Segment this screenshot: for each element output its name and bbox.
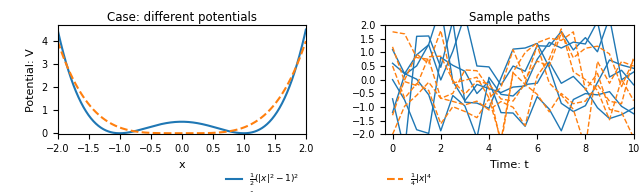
- $\frac{1}{4}|x|^4$: [54, 40, 61, 42]
- Legend: $\frac{1}{4}|x|^4$: $\frac{1}{4}|x|^4$: [385, 170, 434, 190]
- Line: $\frac{1}{4}|x|^4$: $\frac{1}{4}|x|^4$: [58, 41, 306, 133]
- Y-axis label: Potential: V: Potential: V: [26, 48, 36, 112]
- $\frac{1}{2}(|x|^2-1)^2$: [302, 28, 310, 31]
- $\frac{1}{2}(|x|^2-1)^2$: [173, 121, 181, 123]
- $\frac{1}{2}(|x|^2-1)^2$: [258, 127, 266, 129]
- $\frac{1}{4}|x|^4$: [189, 132, 196, 134]
- $\frac{1}{2}(|x|^2-1)^2$: [296, 51, 304, 53]
- $\frac{1}{4}|x|^4$: [296, 55, 304, 57]
- Line: $\frac{1}{2}(|x|^2-1)^2$: $\frac{1}{2}(|x|^2-1)^2$: [58, 30, 306, 133]
- X-axis label: x: x: [179, 160, 185, 170]
- Title: Case: different potentials: Case: different potentials: [107, 11, 257, 24]
- $\frac{1}{2}(|x|^2-1)^2$: [116, 132, 124, 134]
- $\frac{1}{4}|x|^4$: [202, 132, 210, 134]
- Legend: $\frac{1}{2}(|x|^2-1)^2$, $\frac{1}{4}|x|^4$: $\frac{1}{2}(|x|^2-1)^2$, $\frac{1}{4}|x…: [224, 170, 301, 192]
- $\frac{1}{2}(|x|^2-1)^2$: [172, 121, 180, 123]
- $\frac{1}{4}|x|^4$: [302, 40, 310, 42]
- Title: Sample paths: Sample paths: [469, 11, 550, 24]
- $\frac{1}{4}|x|^4$: [172, 132, 179, 134]
- $\frac{1}{4}|x|^4$: [173, 132, 181, 134]
- X-axis label: Time: t: Time: t: [490, 160, 529, 170]
- $\frac{1}{4}|x|^4$: [178, 132, 186, 134]
- $\frac{1}{4}|x|^4$: [258, 116, 266, 119]
- $\frac{1}{2}(|x|^2-1)^2$: [54, 28, 61, 31]
- $\frac{1}{2}(|x|^2-1)^2$: [189, 121, 196, 124]
- $\frac{1}{2}(|x|^2-1)^2$: [202, 124, 210, 126]
